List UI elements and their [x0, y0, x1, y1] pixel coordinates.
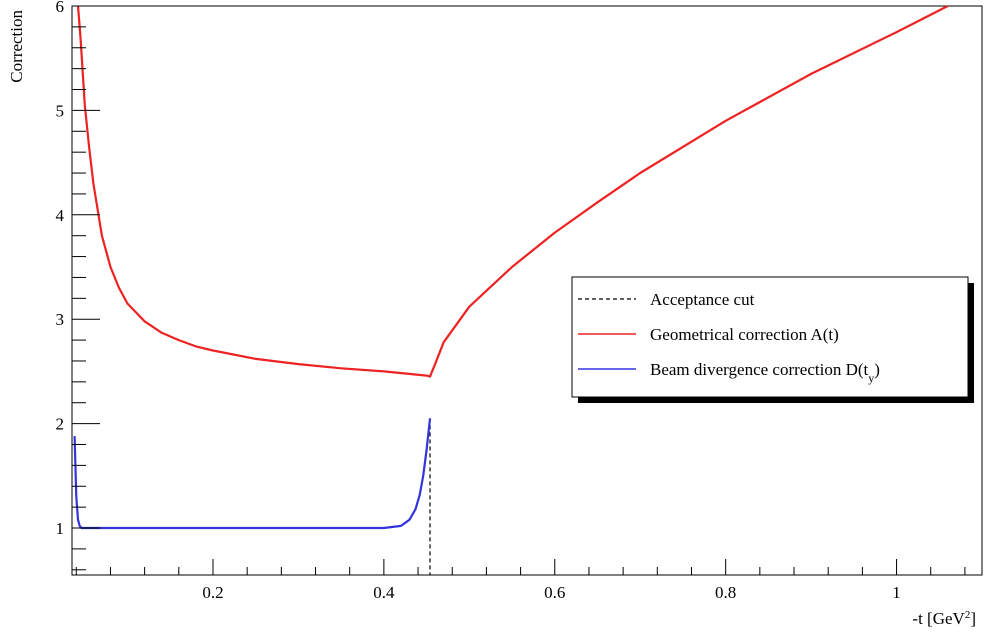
- plot-area-border: [71, 5, 983, 576]
- y-axis-label: Correction: [7, 10, 26, 83]
- x-tick-label: 0.6: [544, 583, 565, 602]
- x-tick-label: 0.4: [373, 583, 395, 602]
- y-tick-label: 2: [56, 415, 65, 434]
- plot-frame: [71, 5, 983, 576]
- x-tick-label: 0.8: [715, 583, 736, 602]
- legend: Acceptance cut Geometrical correction A(…: [571, 276, 974, 403]
- legend-label-beam-divergence: Beam divergence correction D(ty): [650, 360, 880, 385]
- axes: 0.2 0.4 0.6 0.8 1 1 2 3 4 5 6: [56, 0, 966, 602]
- geometrical-correction-curve: [76, 5, 949, 378]
- legend-label-acceptance-cut: Acceptance cut: [650, 290, 755, 309]
- x-tick-label: 0.2: [202, 583, 223, 602]
- x-tick-label: 1: [892, 583, 901, 602]
- y-tick-label: 1: [56, 519, 65, 538]
- y-tick-label: 4: [56, 206, 65, 225]
- y-tick-label: 6: [56, 0, 65, 16]
- y-tick-label: 5: [56, 101, 65, 120]
- legend-label-geometrical-correction: Geometrical correction A(t): [650, 325, 839, 344]
- curves: [73, 5, 949, 575]
- beam-divergence-curve: [73, 418, 432, 530]
- x-axis-label: -t [GeV2]: [912, 609, 976, 628]
- y-tick-label: 3: [56, 310, 65, 329]
